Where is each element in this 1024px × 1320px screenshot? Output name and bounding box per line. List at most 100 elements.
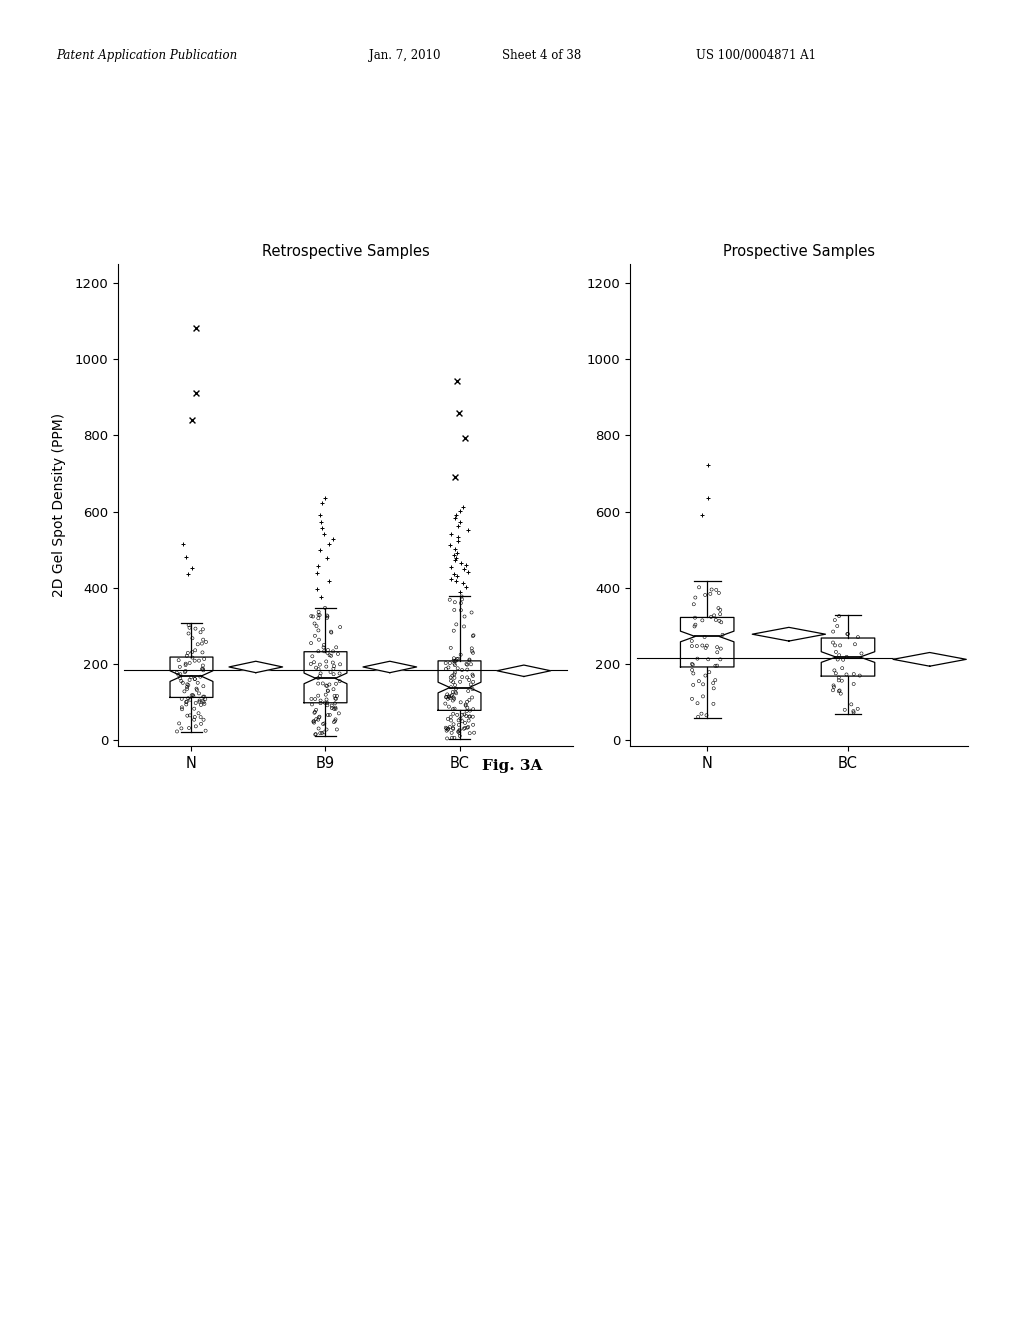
Point	[181, 618, 198, 639]
Point	[313, 512, 330, 533]
Point	[193, 622, 209, 643]
Point	[329, 719, 345, 741]
Point	[447, 678, 464, 700]
Point	[445, 714, 462, 735]
Point	[446, 664, 463, 685]
Point	[456, 718, 472, 739]
Point	[840, 623, 856, 644]
Point	[311, 504, 328, 525]
Point	[195, 690, 211, 711]
Point	[696, 627, 713, 648]
Point	[445, 686, 462, 708]
Point	[459, 659, 475, 680]
Point	[454, 586, 470, 607]
Point	[461, 649, 477, 671]
Point	[186, 698, 203, 719]
Point	[308, 657, 325, 678]
Point	[456, 558, 472, 579]
Point	[319, 692, 336, 713]
Point	[194, 659, 210, 680]
Point	[464, 640, 480, 661]
Point	[460, 561, 476, 582]
Point	[312, 722, 329, 743]
Polygon shape	[893, 652, 967, 667]
Point	[460, 519, 476, 540]
Point	[706, 693, 722, 714]
Point	[191, 692, 208, 713]
Point	[455, 573, 471, 594]
Point	[332, 671, 348, 692]
Point	[188, 680, 205, 701]
Point	[179, 564, 196, 585]
Point	[699, 487, 716, 508]
Point	[306, 652, 323, 673]
Point	[831, 644, 848, 665]
Point	[459, 717, 475, 738]
Point	[439, 727, 456, 748]
Point	[700, 454, 717, 475]
Point	[460, 717, 476, 738]
Point	[318, 676, 335, 697]
Polygon shape	[229, 661, 283, 673]
Point	[183, 685, 200, 706]
Point	[459, 667, 475, 688]
Point	[711, 582, 727, 603]
Point	[195, 642, 211, 663]
Point	[184, 647, 201, 668]
Point	[197, 689, 213, 710]
Point	[442, 710, 459, 731]
Point	[184, 642, 201, 663]
Point	[708, 655, 724, 676]
Point	[440, 696, 457, 717]
Point	[170, 664, 186, 685]
Point	[687, 607, 703, 628]
Point	[827, 642, 844, 663]
Point	[315, 636, 332, 657]
Point	[317, 684, 334, 705]
Point	[465, 672, 481, 693]
Point	[843, 694, 859, 715]
Point	[445, 672, 462, 693]
Point	[305, 606, 322, 627]
Point	[332, 653, 348, 675]
Point	[708, 669, 724, 690]
Point	[316, 692, 333, 713]
Point	[703, 579, 720, 601]
Point	[196, 676, 212, 697]
Point	[180, 623, 197, 644]
Point	[447, 681, 464, 702]
Point	[193, 706, 209, 727]
Point	[173, 671, 189, 692]
Point	[459, 692, 475, 713]
Polygon shape	[497, 665, 551, 676]
Point	[463, 653, 479, 675]
Point	[308, 700, 325, 721]
Point	[694, 686, 711, 708]
Point	[172, 656, 188, 677]
Point	[684, 688, 700, 709]
Point	[465, 698, 481, 719]
Point	[458, 705, 474, 726]
Point	[456, 616, 472, 638]
Point	[458, 694, 474, 715]
Point	[830, 667, 847, 688]
Point	[452, 403, 468, 424]
Point	[193, 713, 209, 734]
Point	[328, 636, 344, 657]
Point	[196, 709, 212, 730]
Point	[311, 706, 328, 727]
Point	[446, 655, 463, 676]
Point	[446, 599, 463, 620]
Point	[178, 694, 195, 715]
Point	[310, 709, 327, 730]
Point	[312, 663, 329, 684]
Point	[846, 673, 862, 694]
Point	[697, 665, 714, 686]
Point	[316, 597, 333, 618]
Point	[464, 638, 480, 659]
Point	[169, 663, 185, 684]
Point	[446, 698, 463, 719]
Point	[451, 714, 467, 735]
Point	[310, 685, 327, 706]
Point	[713, 611, 729, 632]
